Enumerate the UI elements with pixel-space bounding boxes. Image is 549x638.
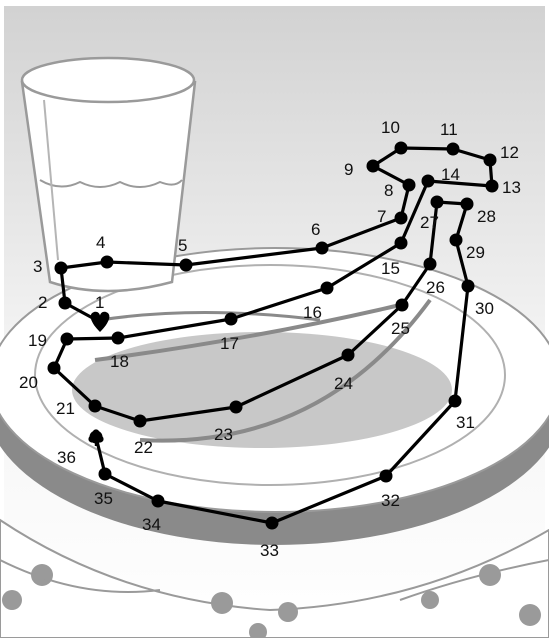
- dot-number-21: 21: [56, 399, 75, 418]
- puzzle-dot-7: [394, 211, 408, 225]
- puzzle-dot-24: [341, 348, 355, 362]
- dot-number-10: 10: [381, 118, 400, 137]
- puzzle-dot-29: [449, 233, 463, 247]
- polka-dot: [2, 590, 22, 610]
- dot-number-33: 33: [260, 541, 279, 560]
- puzzle-dot-5: [179, 258, 193, 272]
- dot-number-17: 17: [220, 334, 239, 353]
- puzzle-dot-4: [100, 255, 114, 269]
- dot-number-4: 4: [96, 233, 105, 252]
- puzzle-dot-17: [224, 312, 238, 326]
- puzzle-dot-2: [58, 296, 72, 310]
- polka-dot: [278, 602, 298, 622]
- puzzle-dot-34: [151, 494, 165, 508]
- dot-number-27: 27: [420, 213, 439, 232]
- connecting-line: [52, 146, 494, 525]
- dot-number-31: 31: [456, 413, 475, 432]
- tablecloth: [0, 518, 549, 638]
- puzzle-dots: [47, 141, 499, 530]
- dot-number-14: 14: [441, 165, 460, 184]
- puzzle-dot-9: [366, 159, 380, 173]
- puzzle-dot-22: [133, 414, 147, 428]
- puzzle-dot-33: [265, 516, 279, 530]
- dot-number-22: 22: [134, 438, 153, 457]
- dot-number-20: 20: [19, 373, 38, 392]
- puzzle-dot-1: [93, 315, 107, 329]
- dot-number-16: 16: [303, 303, 322, 322]
- dot-number-1: 1: [95, 293, 104, 312]
- puzzle-dot-10: [394, 141, 408, 155]
- dot-number-26: 26: [426, 278, 445, 297]
- dot-number-36: 36: [57, 448, 76, 467]
- polka-dot: [249, 623, 267, 638]
- puzzle-dot-15: [394, 236, 408, 250]
- dot-number-7: 7: [377, 207, 386, 226]
- puzzle-dot-13: [485, 179, 499, 193]
- dot-number-5: 5: [178, 236, 187, 255]
- puzzle-dot-19: [60, 332, 74, 346]
- puzzle-dot-28: [460, 197, 474, 211]
- puzzle-dot-26: [423, 257, 437, 271]
- puzzle-dot-25: [395, 298, 409, 312]
- dot-number-11: 11: [440, 120, 458, 139]
- puzzle-dot-6: [315, 241, 329, 255]
- soup: [72, 332, 452, 448]
- polka-dot: [31, 564, 53, 586]
- dot-number-30: 30: [475, 299, 494, 318]
- puzzle-dot-30: [461, 279, 475, 293]
- dot-number-18: 18: [110, 352, 129, 371]
- polka-dot: [421, 591, 439, 609]
- dot-number-24: 24: [334, 374, 353, 393]
- polka-dot: [519, 604, 541, 626]
- puzzle-dot-16: [320, 281, 334, 295]
- dot-number-15: 15: [381, 259, 400, 278]
- dot-number-8: 8: [384, 181, 393, 200]
- dot-number-9: 9: [344, 160, 353, 179]
- dot-number-12: 12: [500, 143, 519, 162]
- puzzle-dot-35: [98, 467, 112, 481]
- dot-number-3: 3: [33, 257, 42, 276]
- puzzle-dot-3: [54, 261, 68, 275]
- puzzle-dot-12: [483, 153, 497, 167]
- puzzle-lines: [52, 146, 494, 525]
- dot-number-19: 19: [28, 331, 47, 350]
- dot-number-34: 34: [142, 515, 161, 534]
- dot-number-2: 2: [38, 293, 47, 312]
- glass: [20, 56, 197, 293]
- puzzle-dot-23: [229, 400, 243, 414]
- puzzle-dot-20: [47, 361, 61, 375]
- puzzle-dot-11: [446, 142, 460, 156]
- puzzle-dot-21: [88, 399, 102, 413]
- puzzle-dot-36: [89, 430, 103, 444]
- dot-number-28: 28: [477, 207, 496, 226]
- puzzle-dot-8: [402, 178, 416, 192]
- dot-number-25: 25: [391, 319, 410, 338]
- dot-number-23: 23: [214, 425, 233, 444]
- dot-number-29: 29: [466, 243, 485, 262]
- polka-dot: [479, 564, 501, 586]
- dot-number-32: 32: [381, 491, 400, 510]
- puzzle-dot-31: [448, 394, 462, 408]
- polka-dot: [211, 592, 233, 614]
- puzzle-dot-14: [421, 174, 435, 188]
- puzzle-dot-32: [379, 469, 393, 483]
- puzzle-dot-27: [430, 195, 444, 209]
- dot-number-6: 6: [311, 220, 320, 239]
- dot-number-13: 13: [502, 178, 521, 197]
- puzzle-dot-18: [111, 331, 125, 345]
- dot-number-35: 35: [94, 489, 113, 508]
